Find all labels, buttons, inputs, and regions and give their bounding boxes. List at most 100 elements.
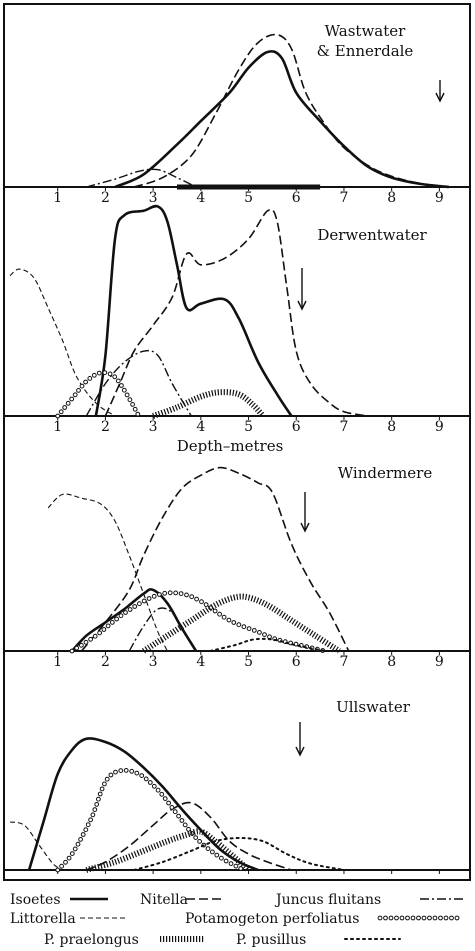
perfoliatus-dot — [74, 645, 80, 651]
perfoliatus-dot — [236, 622, 242, 628]
legend-label-nitella: Nitella — [140, 892, 188, 908]
perfoliatus-dot — [69, 851, 75, 856]
perfoliatus-dot — [108, 772, 114, 778]
legend-dot — [388, 915, 394, 921]
series-nitella — [85, 801, 292, 871]
legend-swatch-perfoliatus — [377, 915, 460, 921]
x-tick-label: 9 — [435, 190, 444, 206]
perfoliatus-dot — [75, 841, 81, 847]
perfoliatus-dot — [130, 402, 136, 407]
perfoliatus-dot — [214, 852, 220, 858]
direction-arrow-head — [295, 746, 305, 757]
perfoliatus-dot — [178, 591, 184, 596]
series-praelongus — [152, 389, 266, 419]
x-tick-label: 9 — [435, 419, 444, 435]
legend-dot — [427, 915, 432, 921]
perfoliatus-dot — [159, 791, 165, 797]
x-tick-label: 7 — [339, 419, 348, 435]
perfoliatus-dot — [90, 812, 96, 818]
legend: Isoetes Nitella Juncus fluitans Littorel… — [10, 892, 464, 948]
perfoliatus-dot — [221, 614, 227, 620]
perfoliatus-dot — [114, 616, 119, 622]
x-tick-label: 6 — [292, 190, 301, 206]
perfoliatus-dot — [228, 861, 234, 866]
series-juncus — [128, 607, 197, 652]
perfoliatus-dot — [167, 590, 173, 596]
series-perfoliatus — [55, 370, 141, 419]
perfoliatus-dot — [92, 807, 98, 812]
perfoliatus-dot — [182, 822, 188, 828]
legend-label-littorella: Littorella — [10, 911, 76, 927]
perfoliatus-dot — [92, 633, 98, 639]
x-tick-label: 3 — [149, 654, 158, 670]
x-tick-label: 8 — [387, 190, 396, 206]
perfoliatus-dot — [104, 776, 110, 782]
panel-wastwater-ennerdale: Wastwater & Ennerdale 1 2 3 4 5 6 7 8 9 — [4, 22, 470, 206]
perfoliatus-dot — [66, 855, 72, 861]
perfoliatus-dot — [113, 769, 118, 775]
perfoliatus-dot — [129, 768, 135, 774]
perfoliatus-dot — [91, 372, 97, 378]
perfoliatus-dot — [197, 839, 203, 844]
perfoliatus-dot — [155, 787, 161, 793]
x-tick-label: 3 — [149, 419, 158, 435]
series-littorella — [9, 821, 63, 871]
series-praelongus — [142, 593, 341, 654]
perfoliatus-dot — [127, 397, 133, 403]
direction-arrow-head — [297, 300, 307, 311]
panel-title: Windermere — [338, 464, 433, 482]
legend-dot — [421, 915, 427, 921]
perfoliatus-dot — [118, 613, 124, 619]
legend-dot — [449, 915, 454, 921]
legend-label-juncus: Juncus fluitans — [274, 892, 381, 908]
series-perfoliatus — [69, 590, 326, 654]
panel-title-line: Wastwater — [325, 22, 406, 40]
perfoliatus-dot — [80, 832, 86, 837]
perfoliatus-dot — [135, 411, 141, 417]
perfoliatus-dot — [151, 783, 157, 789]
x-tick-label: 5 — [244, 654, 253, 670]
perfoliatus-dot — [137, 601, 142, 607]
perfoliatus-dot — [205, 846, 211, 851]
legend-dot — [416, 915, 421, 921]
perfoliatus-dot — [96, 796, 101, 802]
perfoliatus-dot — [251, 628, 257, 633]
x-tick-label: 2 — [101, 419, 110, 435]
perfoliatus-dot — [267, 634, 272, 640]
perfoliatus-dot — [217, 611, 223, 617]
perfoliatus-dot — [65, 400, 71, 406]
perfoliatus-dot — [55, 867, 61, 873]
series-juncus — [86, 168, 197, 188]
direction-arrow-head — [300, 522, 310, 533]
perfoliatus-dot — [97, 791, 103, 797]
direction-arrow-head — [435, 92, 445, 103]
perfoliatus-dot — [166, 800, 172, 806]
perfoliatus-dot — [55, 413, 61, 419]
perfoliatus-dot — [184, 592, 189, 598]
perfoliatus-dot — [88, 636, 93, 642]
perfoliatus-dot — [59, 863, 64, 869]
perfoliatus-dot — [112, 374, 118, 380]
perfoliatus-dot — [63, 859, 68, 865]
perfoliatus-dot — [102, 370, 108, 376]
x-tick-label: 1 — [53, 419, 62, 435]
x-tick-label: 1 — [53, 654, 62, 670]
perfoliatus-dot — [176, 813, 182, 819]
series-littorella — [9, 268, 116, 417]
legend-dot — [432, 915, 438, 921]
series-juncus — [85, 349, 192, 417]
perfoliatus-dot — [194, 596, 200, 602]
perfoliatus-dot — [79, 383, 85, 389]
perfoliatus-dot — [105, 623, 111, 629]
x-tick-label: 4 — [196, 654, 205, 670]
perfoliatus-dot — [186, 826, 191, 832]
perfoliatus-dot — [79, 642, 84, 648]
perfoliatus-dot — [219, 855, 224, 861]
panel-ullswater: Ullswater — [4, 698, 470, 874]
x-tick-label: 4 — [196, 419, 205, 435]
perfoliatus-dot — [199, 599, 204, 605]
perfoliatus-dot — [141, 598, 147, 604]
perfoliatus-dot — [83, 827, 89, 833]
perfoliatus-dot — [162, 590, 168, 596]
perfoliatus-dot — [169, 805, 175, 810]
